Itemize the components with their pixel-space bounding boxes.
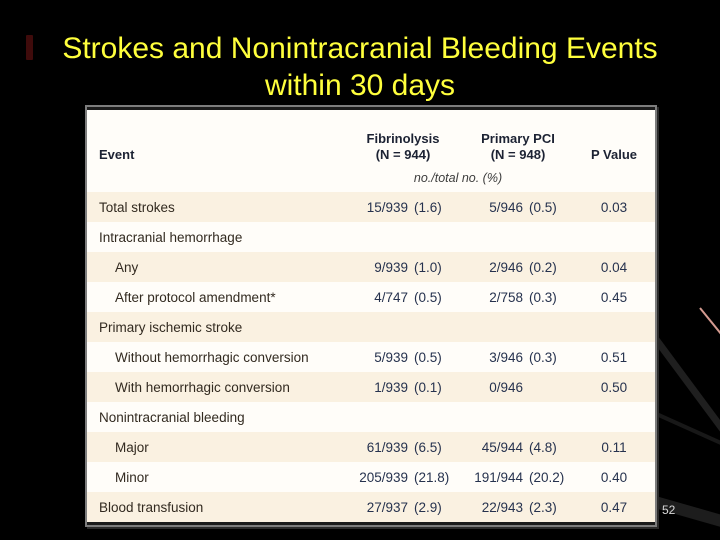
table-bottom-rule [87,522,655,525]
title-line-2: within 30 days [264,69,456,102]
fibrinolysis-value: 1/939 (0.1) [374,379,442,395]
table-row: Intracranial hemorrhage [87,222,655,252]
p-value: 0.45 [600,289,628,305]
units-note-row: no./total no. (%) [87,168,655,192]
units-note: no./total no. (%) [413,171,503,185]
primary-pci-value: 5/946 (0.5) [489,199,557,215]
column-header-event: Event [99,147,135,162]
table-row: Without hemorrhagic conversion 5/939 (0.5)… [87,342,655,372]
table-row: Total strokes 15/939 (1.6) 5/946 (0.5) 0.03 [87,192,655,222]
primary-pci-value: 0/946 [489,379,523,395]
primary-pci-value: 2/946 (0.2) [489,259,557,275]
table-top-rule [87,107,655,110]
p-value: 0.40 [600,469,628,485]
pink-swoosh-line [699,307,720,335]
event-label: After protocol amendment* [115,289,276,305]
primary-pci-value: 191/944 (20.2) [474,469,565,485]
table-row: Minor 205/939 (21.8) 191/944 (20.2) 0.40 [87,462,655,492]
primary-pci-value: 3/946 (0.3) [489,349,557,365]
p-value: 0.04 [600,259,628,275]
table-row: Primary ischemic stroke [87,312,655,342]
event-label: Minor [115,469,149,485]
event-label: Major [115,439,149,455]
event-label: Primary ischemic stroke [99,319,243,335]
primary-pci-value: 45/944 (4.8) [481,439,557,455]
results-table: Event Fibrinolysis (N = 944) Primary PCI… [85,105,657,527]
primary-pci-value: 2/758 (0.3) [489,289,557,305]
p-value: 0.03 [600,199,628,215]
event-label: Nonintracranial bleeding [99,409,245,425]
table-row: After protocol amendment* 4/747 (0.5) 2/758… [87,282,655,312]
table-row: With hemorrhagic conversion 1/939 (0.1) 0/9… [87,372,655,402]
page-number: 52 [662,503,676,517]
table-body: Total strokes 15/939 (1.6) 5/946 (0.5) 0.03 In… [87,192,655,522]
event-label: Any [115,259,139,275]
primary-pci-value: 22/943 (2.3) [481,499,557,515]
p-value: 0.11 [601,439,627,455]
table-row: Nonintracranial bleeding [87,402,655,432]
title-line-1: Strokes and Nonintracranial Bleeding Eve… [62,32,658,65]
fibrinolysis-value: 205/939 (21.8) [359,469,450,485]
column-header-primary-pci: Primary PCI (N = 948) [481,131,555,162]
table-row: Major 61/939 (6.5) 45/944 (4.8) 0.11 [87,432,655,462]
fibrinolysis-value: 61/939 (6.5) [366,439,442,455]
red-accent-bar [26,35,33,60]
event-label: Blood transfusion [99,499,204,515]
table-row: Any 9/939 (1.0) 2/946 (0.2) 0.04 [87,252,655,282]
gray-swoosh-line-2 [651,410,720,445]
fibrinolysis-value: 15/939 (1.6) [366,199,442,215]
gray-swoosh-line-3 [646,494,720,527]
event-label: Intracranial hemorrhage [99,229,243,245]
fibrinolysis-value: 27/937 (2.9) [366,499,442,515]
fibrinolysis-value: 4/747 (0.5) [374,289,442,305]
event-label: Total strokes [99,199,175,215]
column-header-fibrinolysis: Fibrinolysis (N = 944) [366,131,440,162]
column-header-p-value: P Value [590,147,637,162]
table-header-row: Event Fibrinolysis (N = 944) Primary PCI… [87,110,655,168]
table-row: Blood transfusion 27/937 (2.9) 22/943 (2.3) 0… [87,492,655,522]
event-label: With hemorrhagic conversion [115,379,290,395]
fibrinolysis-value: 9/939 (1.0) [374,259,442,275]
p-value: 0.51 [600,349,628,365]
p-value: 0.50 [600,379,628,395]
fibrinolysis-value: 5/939 (0.5) [374,349,442,365]
slide-title: Strokes and Nonintracranial Bleeding Eve… [0,30,720,104]
p-value: 0.47 [600,499,628,515]
event-label: Without hemorrhagic conversion [115,349,309,365]
gray-swoosh-line-1 [649,331,720,432]
